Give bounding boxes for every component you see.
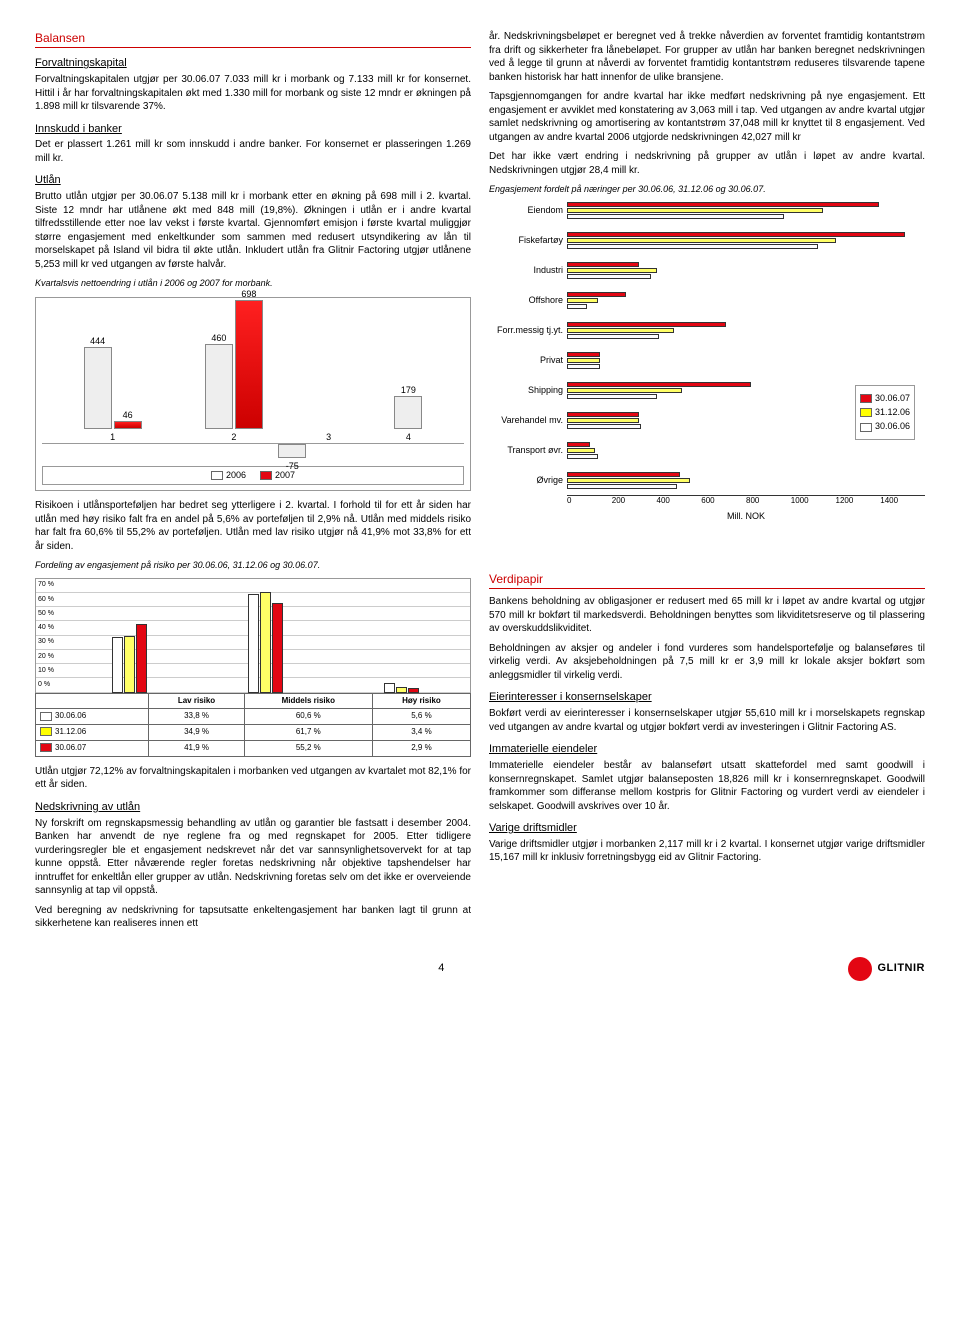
page-number: 4: [438, 961, 444, 976]
p-r3: Det har ikke vært endring i nedskrivning…: [489, 150, 925, 177]
p-innskudd: Det er plassert 1.261 mill kr som innsku…: [35, 138, 471, 165]
p-nedskriv2: Ved beregning av nedskrivning for tapsut…: [35, 904, 471, 931]
p-immat: Immaterielle eiendeler består av balanse…: [489, 759, 925, 813]
caption-hbar: Engasjement fordelt på næringer per 30.0…: [489, 183, 925, 195]
risk-bar-chart: 70 %60 %50 %40 %30 %20 %10 %0 % Lav risi…: [35, 578, 471, 757]
quarterly-bar-chart: 444461460698231794 -75 2006 2007: [35, 297, 471, 491]
sub-verdipapir: Verdipapir: [489, 571, 925, 589]
p-verdi2: Beholdningen av aksjer og andeler i fond…: [489, 642, 925, 683]
p-varige: Varige driftsmidler utgjør i morbanken 2…: [489, 838, 925, 865]
p-nedskriv1: Ny forskrift om regnskapsmessig behandli…: [35, 817, 471, 898]
sub-innskudd: Innskudd i banker: [35, 122, 471, 137]
p-r1: år. Nedskrivningsbeløpet er beregnet ved…: [489, 30, 925, 84]
caption-risk: Fordeling av engasjement på risiko per 3…: [35, 559, 471, 571]
p-utlan1: Brutto utlån utgjør per 30.06.07 5.138 m…: [35, 190, 471, 271]
section-title: Balansen: [35, 30, 471, 48]
sub-varige: Varige driftsmidler: [489, 821, 925, 836]
p-utlan3: Utlån utgjør 72,12% av forvaltningskapit…: [35, 765, 471, 792]
p-forvaltning: Forvaltningskapitalen utgjør per 30.06.0…: [35, 73, 471, 114]
hbar-legend: 30.06.0731.12.0630.06.06: [855, 385, 915, 439]
p-r2: Tapsgjennomgangen for andre kvartal har …: [489, 90, 925, 144]
sub-forvaltning: Forvaltningskapital: [35, 56, 471, 71]
logo-circle-icon: [848, 957, 872, 981]
brand-text: GLITNIR: [878, 961, 926, 976]
brand-logo: GLITNIR: [848, 957, 926, 981]
sub-nedskrivning: Nedskrivning av utlån: [35, 800, 471, 815]
p-eier: Bokført verdi av eierinteresser i konser…: [489, 707, 925, 734]
sub-eier: Eierinteresser i konsernselskaper: [489, 690, 925, 705]
bar-legend: 2006 2007: [42, 466, 464, 484]
sub-utlan: Utlån: [35, 173, 471, 188]
industry-hbar-chart: EiendomFiskefartøyIndustriOffshoreForr.m…: [489, 195, 925, 555]
sub-immat: Immaterielle eiendeler: [489, 742, 925, 757]
p-verdi: Bankens beholdning av obligasjoner er re…: [489, 595, 925, 636]
x-axis-label: Mill. NOK: [567, 510, 925, 522]
p-utlan2: Risikoen i utlånsporteføljen har bedret …: [35, 499, 471, 553]
